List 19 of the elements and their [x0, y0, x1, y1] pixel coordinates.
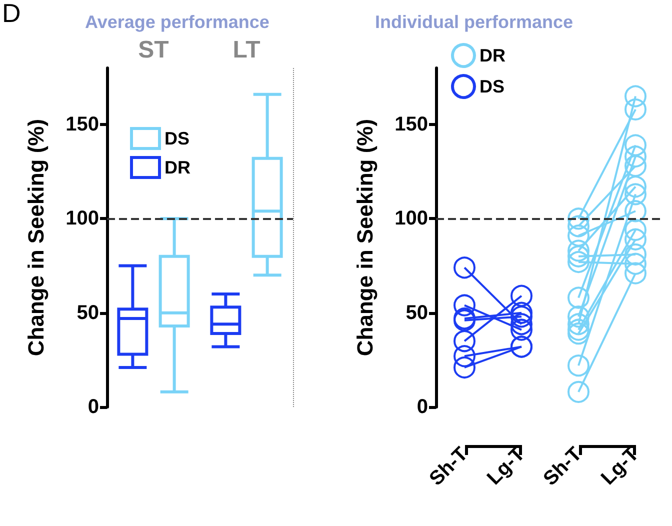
y-tick-label: 150	[394, 114, 428, 136]
legend-label: DR	[480, 46, 506, 66]
x-tick-label: ST	[138, 36, 170, 64]
legend-label: DS	[480, 76, 505, 96]
y-tick-label: 50	[76, 302, 99, 324]
y-tick-label: 150	[66, 114, 99, 136]
y-tick-label: 0	[416, 396, 428, 418]
y-tick-label: 100	[66, 208, 99, 230]
text: D	[2, 0, 21, 28]
chart-title: Average performance	[85, 12, 270, 32]
y-axis-title: Change in Seeking (%)	[352, 118, 378, 356]
legend-label: DR	[164, 158, 190, 178]
x-tick-label: LT	[232, 36, 261, 64]
y-tick-label: 0	[88, 396, 99, 418]
y-tick-label: 100	[394, 208, 428, 230]
y-axis-title: Change in Seeking (%)	[24, 118, 48, 356]
legend-label: DS	[164, 128, 190, 148]
y-tick-label: 50	[406, 302, 428, 324]
chart-title: Individual performance	[375, 12, 574, 32]
